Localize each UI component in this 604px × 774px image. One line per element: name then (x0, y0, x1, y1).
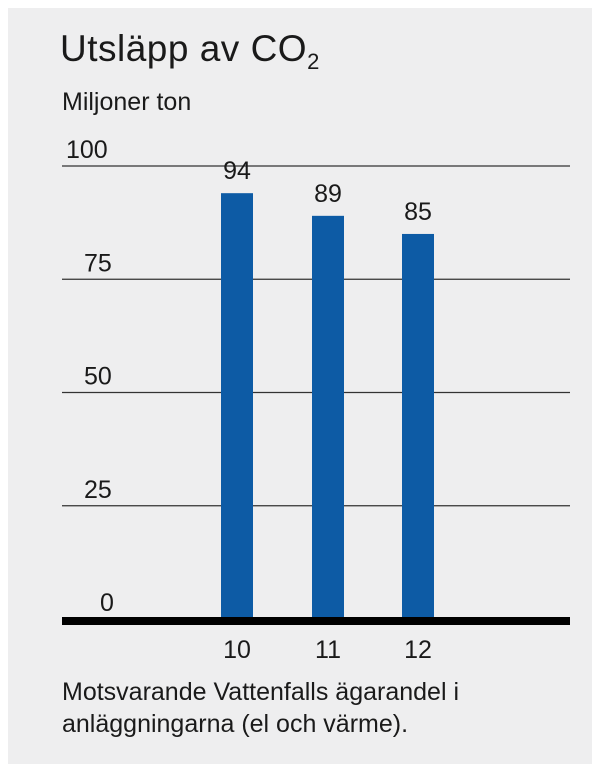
y-tick-label: 0 (100, 589, 114, 617)
x-tick-label: 11 (315, 636, 341, 664)
bar (312, 215, 344, 619)
bar (402, 233, 434, 619)
x-tick-label: 10 (223, 636, 251, 664)
y-tick-label: 25 (84, 476, 112, 504)
data-label: 94 (223, 157, 251, 185)
x-axis-baseline (62, 617, 570, 625)
y-axis-unit-label: Miljoner ton (62, 88, 192, 116)
data-label: 85 (404, 198, 432, 226)
y-tick-label: 75 (84, 249, 112, 277)
data-label: 89 (314, 180, 342, 208)
y-tick-label: 100 (66, 136, 108, 164)
chart-title-main: Utsläpp av CO (60, 28, 308, 69)
chart-footnote: Motsvarande Vattenfalls ägarandel i anlä… (62, 678, 459, 738)
chart-title: Utsläpp av CO2 (60, 28, 320, 75)
x-tick-label: 12 (404, 636, 432, 664)
chart-title-subscript: 2 (307, 49, 320, 74)
chart-panel (8, 8, 592, 764)
y-tick-label: 50 (84, 363, 112, 391)
bar (221, 193, 253, 619)
